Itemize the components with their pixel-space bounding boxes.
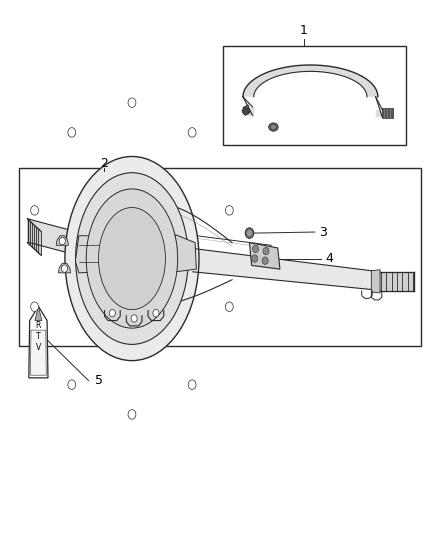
Polygon shape xyxy=(28,219,99,261)
Circle shape xyxy=(153,310,159,317)
Circle shape xyxy=(188,128,196,137)
Circle shape xyxy=(252,255,258,262)
Circle shape xyxy=(245,228,254,238)
Polygon shape xyxy=(243,105,250,115)
Circle shape xyxy=(263,247,269,255)
Text: 1: 1 xyxy=(300,24,308,37)
Polygon shape xyxy=(176,235,196,272)
Text: R: R xyxy=(35,321,41,330)
Circle shape xyxy=(128,410,136,419)
Polygon shape xyxy=(31,330,46,375)
Text: 3: 3 xyxy=(319,225,327,239)
Text: 5: 5 xyxy=(95,374,103,387)
Ellipse shape xyxy=(242,108,250,114)
Polygon shape xyxy=(188,248,380,290)
Polygon shape xyxy=(35,306,42,320)
Text: T: T xyxy=(36,332,41,341)
Circle shape xyxy=(59,237,65,245)
Circle shape xyxy=(128,98,136,108)
Circle shape xyxy=(31,302,39,311)
Ellipse shape xyxy=(268,123,278,131)
Circle shape xyxy=(226,206,233,215)
Text: 4: 4 xyxy=(325,252,333,265)
Circle shape xyxy=(247,230,252,236)
Circle shape xyxy=(61,265,67,272)
Polygon shape xyxy=(56,236,68,245)
Ellipse shape xyxy=(76,173,188,344)
Circle shape xyxy=(253,245,258,253)
Circle shape xyxy=(262,257,268,264)
Circle shape xyxy=(31,206,39,215)
Ellipse shape xyxy=(86,189,178,328)
Polygon shape xyxy=(75,236,104,273)
Circle shape xyxy=(110,310,116,317)
Bar xyxy=(19,168,421,346)
Bar xyxy=(223,46,406,144)
Circle shape xyxy=(68,128,76,137)
Ellipse shape xyxy=(65,157,199,361)
Polygon shape xyxy=(58,263,71,273)
Polygon shape xyxy=(250,243,280,269)
Bar xyxy=(382,109,393,118)
Polygon shape xyxy=(29,306,48,378)
Circle shape xyxy=(226,302,233,311)
Ellipse shape xyxy=(99,207,166,310)
Polygon shape xyxy=(371,270,380,293)
Text: V: V xyxy=(36,343,41,352)
Text: 2: 2 xyxy=(100,157,108,169)
Circle shape xyxy=(188,380,196,390)
Circle shape xyxy=(131,315,137,322)
Ellipse shape xyxy=(270,124,276,130)
Polygon shape xyxy=(243,65,378,97)
Circle shape xyxy=(68,380,76,390)
